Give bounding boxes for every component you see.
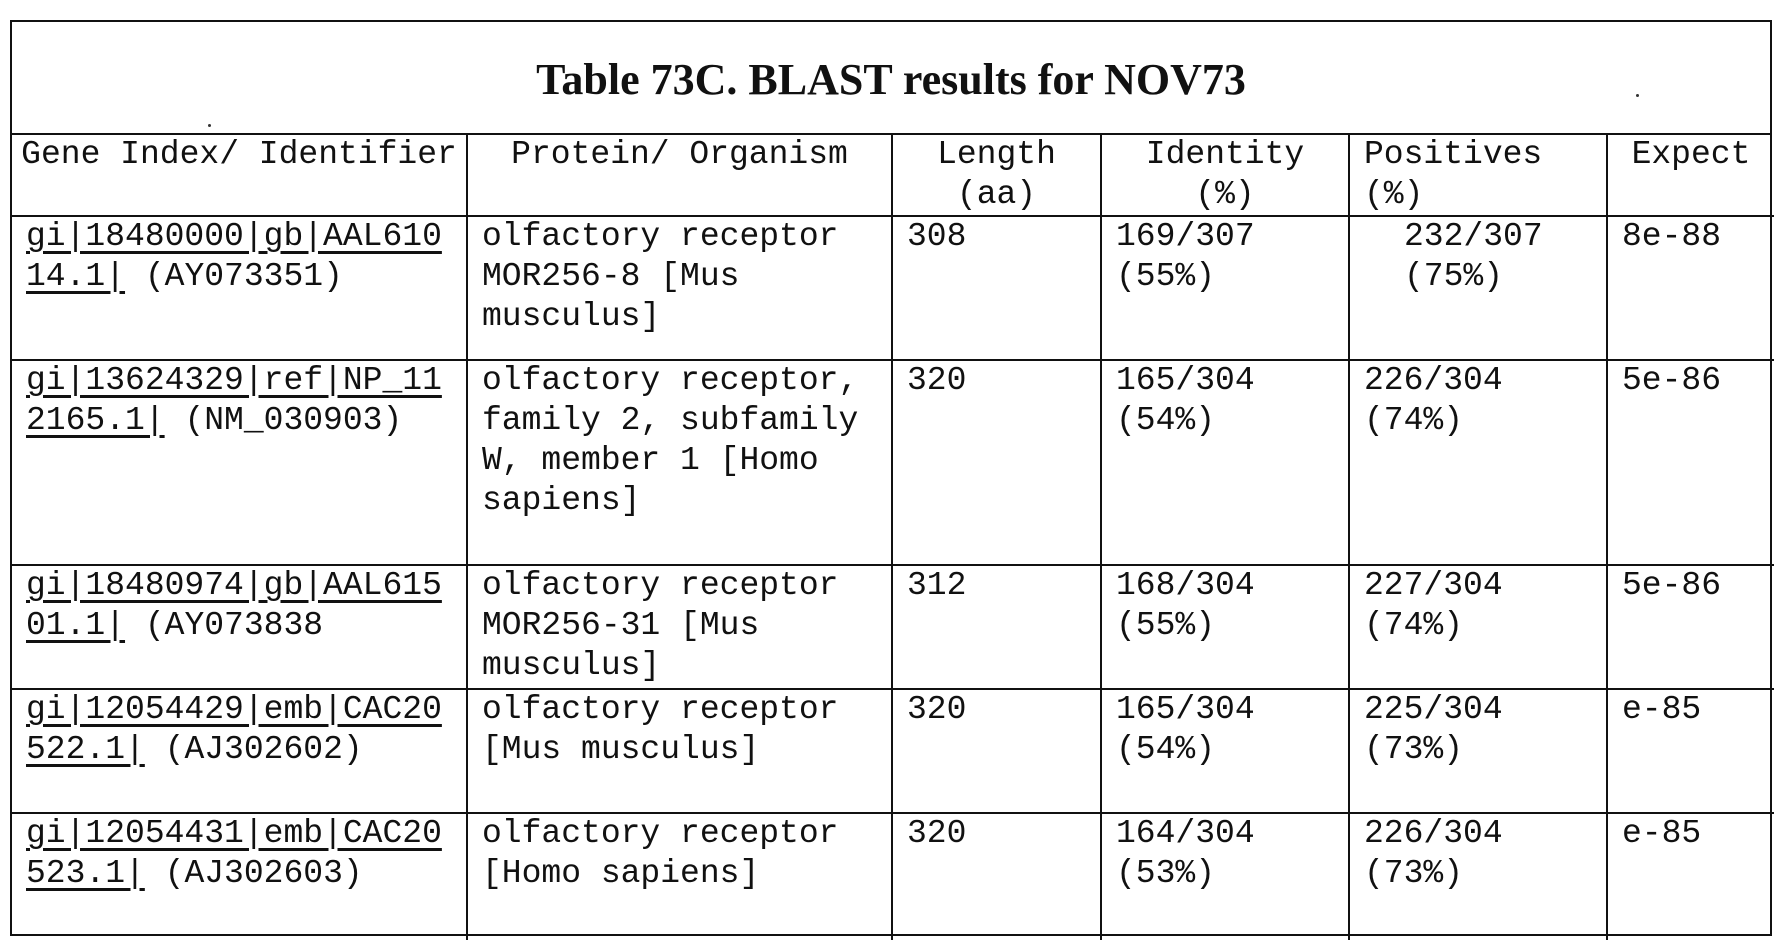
identity-cell: 169/307 (55%) bbox=[1101, 216, 1349, 360]
gene-accession: (AJ302603) bbox=[165, 855, 363, 892]
expect-cell: 8e-88 bbox=[1607, 216, 1774, 360]
protein-organism-cell: olfactory receptor MOR256-8 [Mus musculu… bbox=[467, 216, 892, 360]
table-row: gi|12054429|emb|CAC20522.1| (AJ302602) o… bbox=[12, 689, 1774, 813]
table-title: Table 73C. BLAST results for NOV73 bbox=[536, 54, 1246, 105]
table-row: gi|13624329|ref|NP_112165.1| (NM_030903)… bbox=[12, 360, 1774, 565]
protein-organism-cell: olfactory receptor [Homo sapiens] bbox=[467, 813, 892, 940]
positives-cell: 226/304 (74%) bbox=[1349, 360, 1607, 565]
gene-identifier-cell: gi|18480974|gb|AAL61501.1| (AY073838 bbox=[12, 565, 467, 689]
length-cell: 312 bbox=[892, 565, 1101, 689]
scan-speck bbox=[208, 124, 211, 127]
col-header-gene-index: Gene Index/ Identifier bbox=[12, 135, 467, 216]
col-header-identity: Identity (%) bbox=[1101, 135, 1349, 216]
gene-accession: (NM_030903) bbox=[184, 402, 402, 439]
protein-organism-cell: olfactory receptor [Mus musculus] bbox=[467, 689, 892, 813]
protein-organism-cell: olfactory receptor MOR256-31 [Mus muscul… bbox=[467, 565, 892, 689]
identity-cell: 164/304 (53%) bbox=[1101, 813, 1349, 940]
gene-identifier-cell: gi|18480000|gb|AAL61014.1| (AY073351) bbox=[12, 216, 467, 360]
gene-accession: (AY073351) bbox=[145, 258, 343, 295]
table-title-row: Table 73C. BLAST results for NOV73 bbox=[12, 22, 1770, 135]
length-cell: 320 bbox=[892, 689, 1101, 813]
col-header-length: Length (aa) bbox=[892, 135, 1101, 216]
length-cell: 308 bbox=[892, 216, 1101, 360]
identity-cell: 168/304 (55%) bbox=[1101, 565, 1349, 689]
gene-accession: (AJ302602) bbox=[165, 731, 363, 768]
identity-cell: 165/304 (54%) bbox=[1101, 689, 1349, 813]
table-row: gi|18480974|gb|AAL61501.1| (AY073838 olf… bbox=[12, 565, 1774, 689]
table-row: gi|12054431|emb|CAC20523.1| (AJ302603) o… bbox=[12, 813, 1774, 940]
expect-cell: e-85 bbox=[1607, 689, 1774, 813]
expect-cell: 5e-86 bbox=[1607, 360, 1774, 565]
gene-identifier-cell: gi|12054431|emb|CAC20523.1| (AJ302603) bbox=[12, 813, 467, 940]
protein-organism-cell: olfactory receptor, family 2, subfamily … bbox=[467, 360, 892, 565]
header-row: Gene Index/ Identifier Protein/ Organism… bbox=[12, 135, 1774, 216]
col-header-positives: Positives (%) bbox=[1349, 135, 1607, 216]
positives-cell: 226/304 (73%) bbox=[1349, 813, 1607, 940]
gene-identifier-cell: gi|13624329|ref|NP_112165.1| (NM_030903) bbox=[12, 360, 467, 565]
identity-cell: 165/304 (54%) bbox=[1101, 360, 1349, 565]
positives-cell: 227/304 (74%) bbox=[1349, 565, 1607, 689]
blast-results-table: Table 73C. BLAST results for NOV73 Gene … bbox=[10, 20, 1772, 936]
scan-speck bbox=[1636, 94, 1639, 97]
col-header-protein-organism: Protein/ Organism bbox=[467, 135, 892, 216]
col-header-expect: Expect bbox=[1607, 135, 1774, 216]
gene-accession: (AY073838 bbox=[145, 607, 323, 644]
expect-cell: e-85 bbox=[1607, 813, 1774, 940]
gene-identifier-cell: gi|12054429|emb|CAC20522.1| (AJ302602) bbox=[12, 689, 467, 813]
length-cell: 320 bbox=[892, 360, 1101, 565]
positives-value: 232/307 (75%) bbox=[1364, 217, 1600, 297]
length-cell: 320 bbox=[892, 813, 1101, 940]
positives-cell: 232/307 (75%) bbox=[1349, 216, 1607, 360]
results-grid: Gene Index/ Identifier Protein/ Organism… bbox=[12, 135, 1774, 940]
positives-cell: 225/304 (73%) bbox=[1349, 689, 1607, 813]
table-row: gi|18480000|gb|AAL61014.1| (AY073351) ol… bbox=[12, 216, 1774, 360]
expect-cell: 5e-86 bbox=[1607, 565, 1774, 689]
